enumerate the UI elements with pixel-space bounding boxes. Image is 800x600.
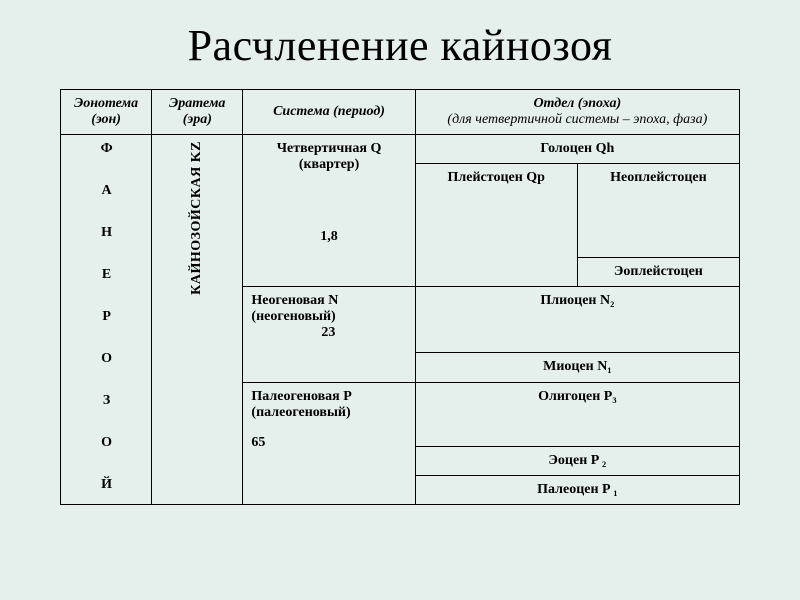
header-epoch-main: Отдел (эпоха) [533, 96, 621, 111]
cell-eocene: Эоцен P ₂ [415, 447, 739, 476]
header-epoch-sub: (для четвертичной системы – эпоха, фаза) [424, 112, 731, 128]
header-eon: Эонотема (эон) [61, 90, 152, 135]
header-epoch: Отдел (эпоха) (для четвертичной системы … [415, 90, 739, 135]
row-holocene: Ф А Н Е Р О З О Й КАЙНОЗОЙСКАЯ KZ Четвер… [61, 135, 740, 164]
quaternary-paren: (квартер) [251, 157, 406, 173]
paleogene-age: 65 [251, 435, 406, 451]
cell-paleocene: Палеоцен P ₁ [415, 476, 739, 505]
cell-oligocene: Олигоцен P₃ [415, 383, 739, 447]
eon-label: Ф А Н Е Р О З О Й [98, 141, 114, 498]
cell-neopleist: Неоплейстоцен [577, 164, 739, 258]
cell-eopleist: Эоплейстоцен [577, 258, 739, 287]
header-row: Эонотема (эон) Эратема (эра) Система (пе… [61, 90, 740, 135]
cell-miocene: Миоцен N₁ [415, 352, 739, 383]
cell-holocene: Голоцен Qh [415, 135, 739, 164]
cell-pliocene: Плиоцен N₂ [415, 287, 739, 353]
quaternary-name: Четвертичная Q [251, 141, 406, 157]
neogene-paren: (неогеновый) [251, 309, 406, 325]
page-title: Расчленение кайнозоя [60, 20, 740, 71]
paleogene-name: Палеогеновая P [251, 389, 406, 405]
era-label: КАЙНОЗОЙСКАЯ KZ [189, 141, 205, 295]
header-system: Система (период) [243, 90, 415, 135]
quaternary-age: 1,8 [251, 229, 406, 245]
cell-eon: Ф А Н Е Р О З О Й [61, 135, 152, 505]
cell-quaternary: Четвертичная Q (квартер) 1,8 [243, 135, 415, 287]
paleogene-paren: (палеогеновый) [251, 405, 406, 421]
header-era: Эратема (эра) [152, 90, 243, 135]
cell-neogene: Неогеновая N (неогеновый) 23 [243, 287, 415, 383]
cell-paleogene: Палеогеновая P (палеогеновый) 65 [243, 383, 415, 505]
cell-era: КАЙНОЗОЙСКАЯ KZ [152, 135, 243, 505]
neogene-age: 23 [251, 325, 406, 341]
cell-pleistocene: Плейстоцен Qp [415, 164, 577, 287]
neogene-name: Неогеновая N [251, 293, 406, 309]
cenozoic-table: Эонотема (эон) Эратема (эра) Система (пе… [60, 89, 740, 505]
